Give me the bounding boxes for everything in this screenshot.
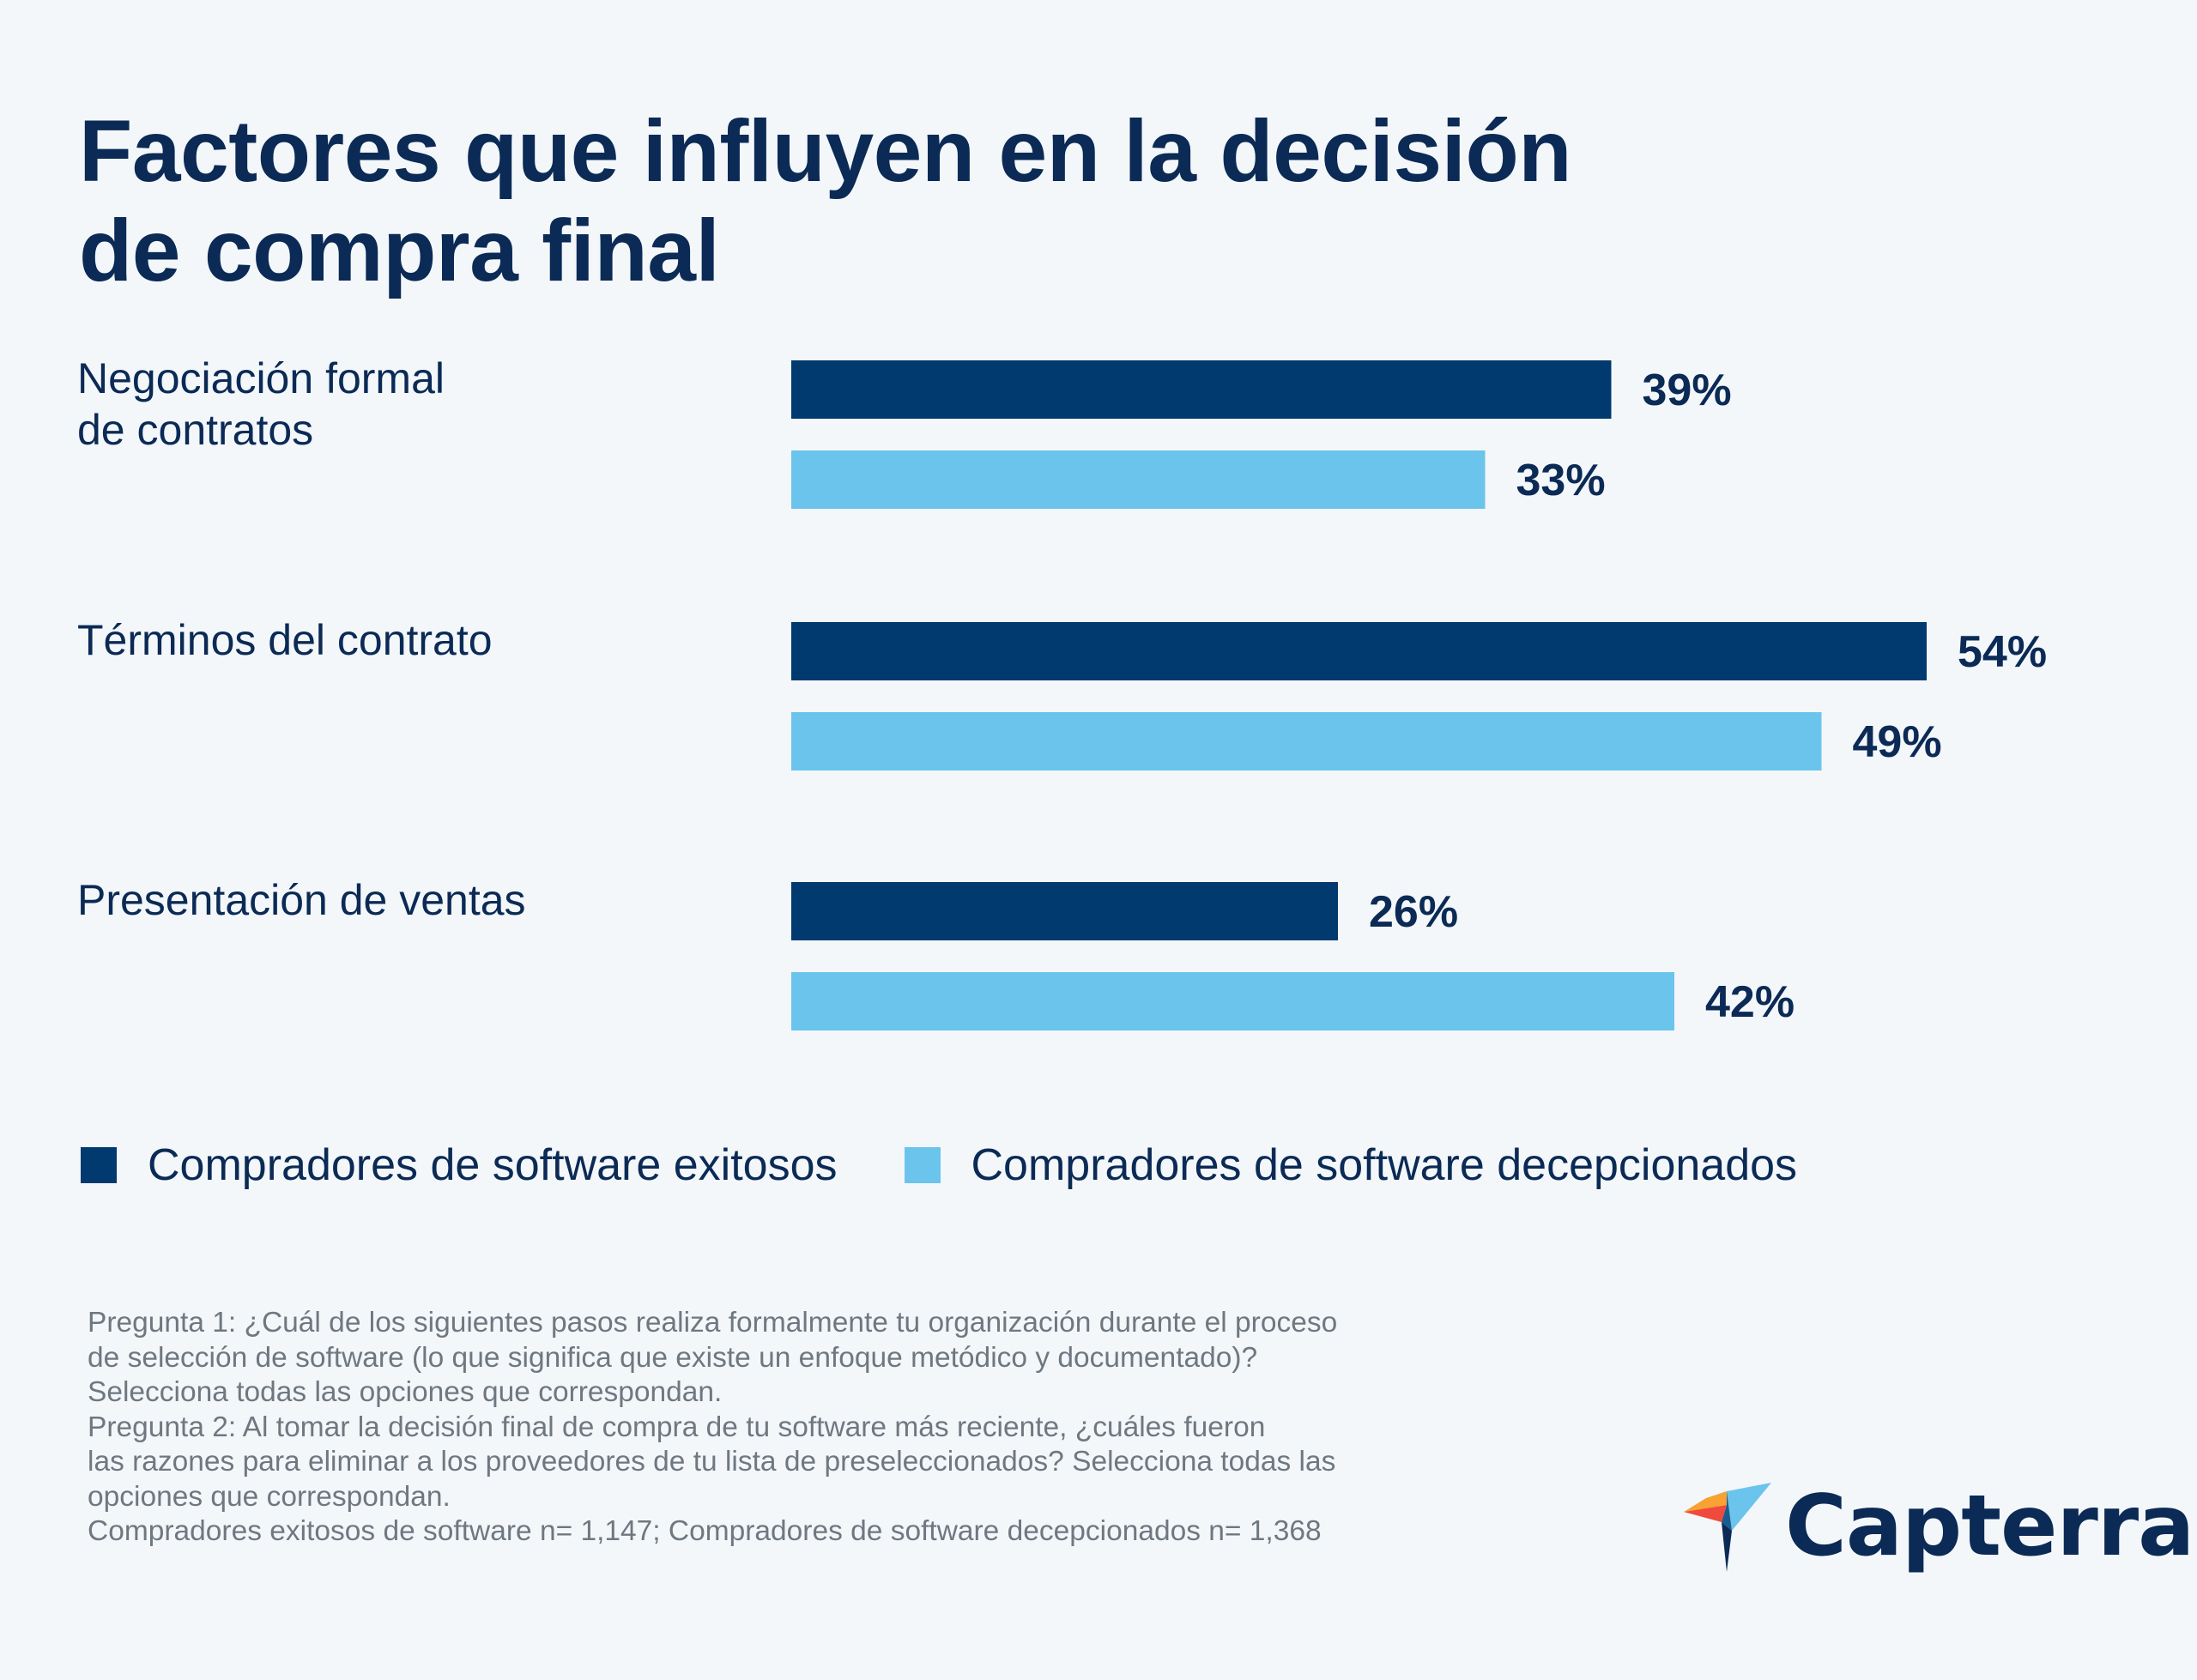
chart-title: Factores que influyen en la decisión de …	[79, 101, 1710, 300]
note-line: de selección de software (lo que signifi…	[88, 1341, 1258, 1374]
note-line: Pregunta 1: ¿Cuál de los siguientes paso…	[88, 1307, 1338, 1339]
legend: Compradores de software exitosos Comprad…	[81, 1139, 1864, 1191]
bar-chart: Negociación formal de contratos 39% 33% Térm…	[77, 354, 2047, 1030]
bar-value-label: 49%	[1853, 717, 1942, 767]
chart-title-line-1: Factores que influyen en la decisión	[79, 102, 1572, 200]
legend-label-decepcionados: Compradores de software decepcionados	[971, 1140, 1798, 1190]
category-label: Términos del contrato	[77, 616, 493, 664]
bar-value-label: 33%	[1516, 456, 1606, 505]
bar-exitosos	[791, 360, 1612, 419]
bar-decepcionados	[791, 450, 1486, 509]
note-line: Selecciona todas las opciones que corres…	[88, 1376, 723, 1408]
category-label-line: Presentación de ventas	[77, 876, 526, 924]
category-label-line: de contratos	[77, 406, 313, 454]
category-label-line: Términos del contrato	[77, 616, 493, 664]
bar-decepcionados	[791, 712, 1822, 771]
category-label: Negociación formal de contratos	[77, 354, 445, 454]
methodology-notes: Pregunta 1: ¿Cuál de los siguientes paso…	[88, 1306, 1546, 1550]
bar-value-label: 39%	[1643, 366, 1732, 415]
bar-value-label: 26%	[1369, 887, 1458, 937]
bar-decepcionados	[791, 972, 1674, 1030]
bar-value-label: 54%	[1958, 627, 2047, 677]
legend-label-exitosos: Compradores de software exitosos	[148, 1140, 838, 1190]
note-line: Pregunta 2: Al tomar la decisión final d…	[88, 1411, 1266, 1443]
legend-swatch-decepcionados	[904, 1147, 941, 1183]
bar-exitosos	[791, 622, 1927, 680]
category-label-line: Negociación formal	[77, 354, 445, 402]
legend-item-exitosos: Compradores de software exitosos	[81, 1139, 838, 1191]
legend-swatch-exitosos	[81, 1147, 117, 1183]
legend-item-decepcionados: Compradores de software decepcionados	[904, 1139, 1798, 1191]
note-line: opciones que correspondan.	[88, 1480, 451, 1513]
bar-value-label: 42%	[1705, 977, 1795, 1027]
bar-exitosos	[791, 882, 1338, 940]
note-line: Compradores exitosos de software n= 1,14…	[88, 1515, 1322, 1547]
capterra-logo: Capterra	[1682, 1478, 2194, 1575]
capterra-arrow-icon	[1684, 1483, 1771, 1572]
chart-title-line-2: de compra final	[79, 202, 720, 299]
note-line: las razones para eliminar a los proveedo…	[88, 1446, 1336, 1478]
logo-text: Capterra	[1785, 1478, 2194, 1575]
category-label: Presentación de ventas	[77, 876, 526, 924]
